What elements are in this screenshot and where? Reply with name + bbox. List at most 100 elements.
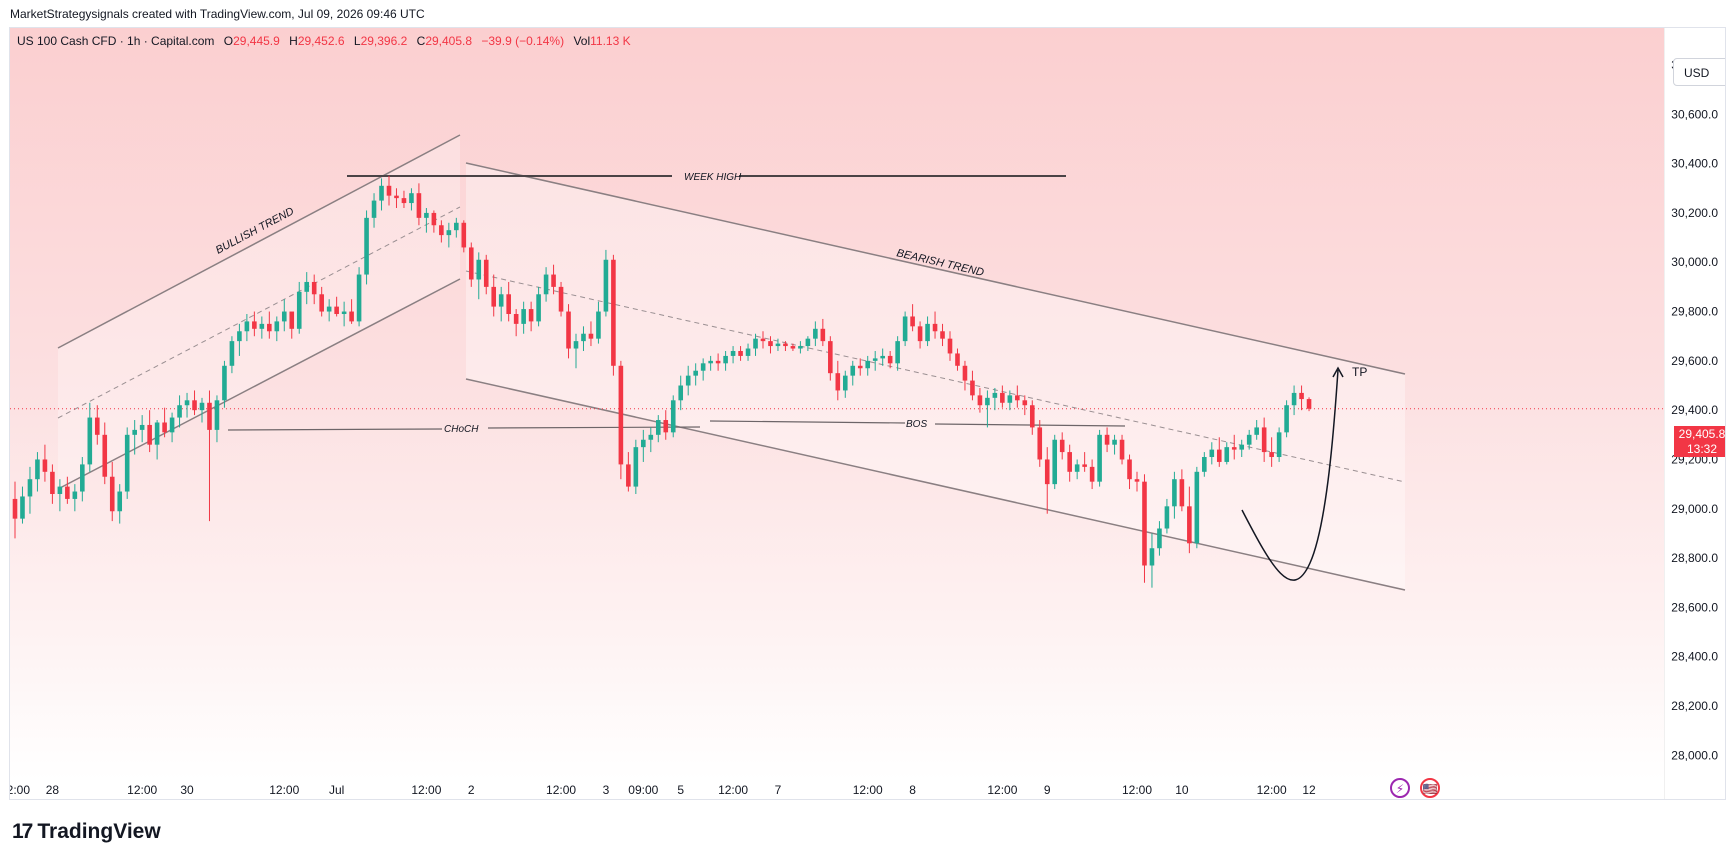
candle[interactable]	[147, 410, 152, 453]
candle[interactable]	[184, 392, 190, 418]
candle[interactable]	[648, 427, 654, 453]
candle[interactable]	[543, 267, 549, 302]
candle[interactable]	[887, 350, 893, 369]
candle[interactable]	[207, 390, 212, 522]
candle[interactable]	[222, 360, 227, 408]
candle[interactable]	[992, 387, 998, 411]
candle[interactable]	[498, 286, 504, 322]
candle[interactable]	[626, 452, 631, 492]
candle[interactable]	[199, 397, 205, 423]
candle[interactable]	[1112, 434, 1117, 455]
candle[interactable]	[895, 336, 900, 371]
candle[interactable]	[536, 286, 541, 327]
candle[interactable]	[289, 311, 295, 339]
candle[interactable]	[955, 348, 960, 371]
candle[interactable]	[865, 355, 871, 376]
symbol-title[interactable]: US 100 Cash CFD · 1h · Capital.com	[17, 34, 215, 48]
currency-button[interactable]: USD	[1673, 58, 1725, 86]
candle[interactable]	[446, 222, 452, 248]
candle[interactable]	[117, 484, 123, 524]
candle[interactable]	[491, 274, 497, 317]
candle[interactable]	[611, 254, 616, 376]
candle[interactable]	[641, 429, 646, 462]
candle[interactable]	[1104, 427, 1110, 453]
time-axis[interactable]	[10, 780, 1664, 799]
candle[interactable]	[1187, 486, 1192, 554]
candle[interactable]	[820, 318, 826, 347]
candle[interactable]	[1000, 385, 1005, 408]
candle[interactable]	[169, 412, 175, 443]
candle[interactable]	[1022, 395, 1028, 416]
candle[interactable]	[80, 457, 85, 502]
candle[interactable]	[252, 311, 257, 337]
candle[interactable]	[1015, 385, 1020, 408]
candle[interactable]	[783, 341, 788, 351]
candle[interactable]	[1269, 437, 1274, 467]
candle[interactable]	[685, 365, 691, 396]
candle[interactable]	[693, 363, 698, 386]
candle[interactable]	[102, 422, 108, 485]
candle[interactable]	[379, 178, 384, 211]
candle[interactable]	[94, 405, 100, 445]
candle[interactable]	[1291, 385, 1297, 416]
candle[interactable]	[1209, 442, 1215, 465]
candle[interactable]	[27, 466, 33, 514]
candle[interactable]	[1202, 452, 1207, 477]
candle[interactable]	[775, 338, 781, 351]
candle[interactable]	[760, 331, 766, 349]
candle[interactable]	[700, 358, 706, 381]
candle[interactable]	[513, 309, 519, 337]
candle[interactable]	[439, 220, 444, 243]
candle[interactable]	[229, 336, 235, 374]
candle[interactable]	[1089, 459, 1095, 490]
candlestick-chart[interactable]: WEEK HIGH CHoCH BOS BULLISH TREND BEARIS…	[10, 28, 1726, 800]
candle[interactable]	[281, 299, 287, 332]
candle[interactable]	[940, 323, 945, 347]
candle[interactable]	[386, 175, 392, 206]
candle[interactable]	[356, 267, 362, 327]
candle[interactable]	[551, 264, 556, 295]
candle[interactable]	[1224, 442, 1230, 465]
candle[interactable]	[1246, 429, 1252, 450]
candle[interactable]	[416, 183, 422, 226]
candle[interactable]	[738, 346, 743, 361]
candle[interactable]	[1306, 397, 1312, 412]
candle[interactable]	[506, 281, 511, 322]
candle[interactable]	[244, 314, 250, 342]
candle[interactable]	[655, 415, 661, 443]
candle[interactable]	[304, 272, 310, 305]
candle[interactable]	[341, 301, 347, 327]
candle[interactable]	[409, 188, 414, 211]
candle[interactable]	[35, 452, 40, 492]
candle[interactable]	[50, 464, 55, 504]
candle[interactable]	[932, 311, 938, 339]
candle[interactable]	[618, 360, 624, 480]
candle[interactable]	[57, 479, 63, 512]
candle[interactable]	[177, 395, 182, 428]
candle[interactable]	[558, 281, 564, 317]
candle[interactable]	[842, 370, 848, 398]
candle[interactable]	[970, 370, 975, 401]
candle[interactable]	[371, 193, 377, 228]
candle[interactable]	[947, 331, 953, 361]
candle[interactable]	[42, 444, 48, 482]
candle[interactable]	[454, 217, 459, 238]
candle[interactable]	[872, 350, 878, 371]
candle[interactable]	[1164, 498, 1170, 534]
candle[interactable]	[790, 343, 796, 351]
candle[interactable]	[326, 299, 332, 322]
candle[interactable]	[828, 336, 833, 381]
candle[interactable]	[1284, 400, 1289, 438]
candle[interactable]	[483, 254, 489, 295]
candle[interactable]	[192, 390, 197, 416]
candle[interactable]	[1194, 466, 1200, 549]
candle[interactable]	[835, 360, 841, 401]
candle[interactable]	[663, 410, 669, 440]
candle[interactable]	[1067, 444, 1072, 482]
candle[interactable]	[424, 207, 429, 233]
candle[interactable]	[1254, 420, 1259, 440]
candle[interactable]	[1172, 471, 1177, 519]
candle[interactable]	[521, 301, 526, 334]
candle[interactable]	[476, 252, 482, 300]
candle[interactable]	[880, 348, 885, 366]
